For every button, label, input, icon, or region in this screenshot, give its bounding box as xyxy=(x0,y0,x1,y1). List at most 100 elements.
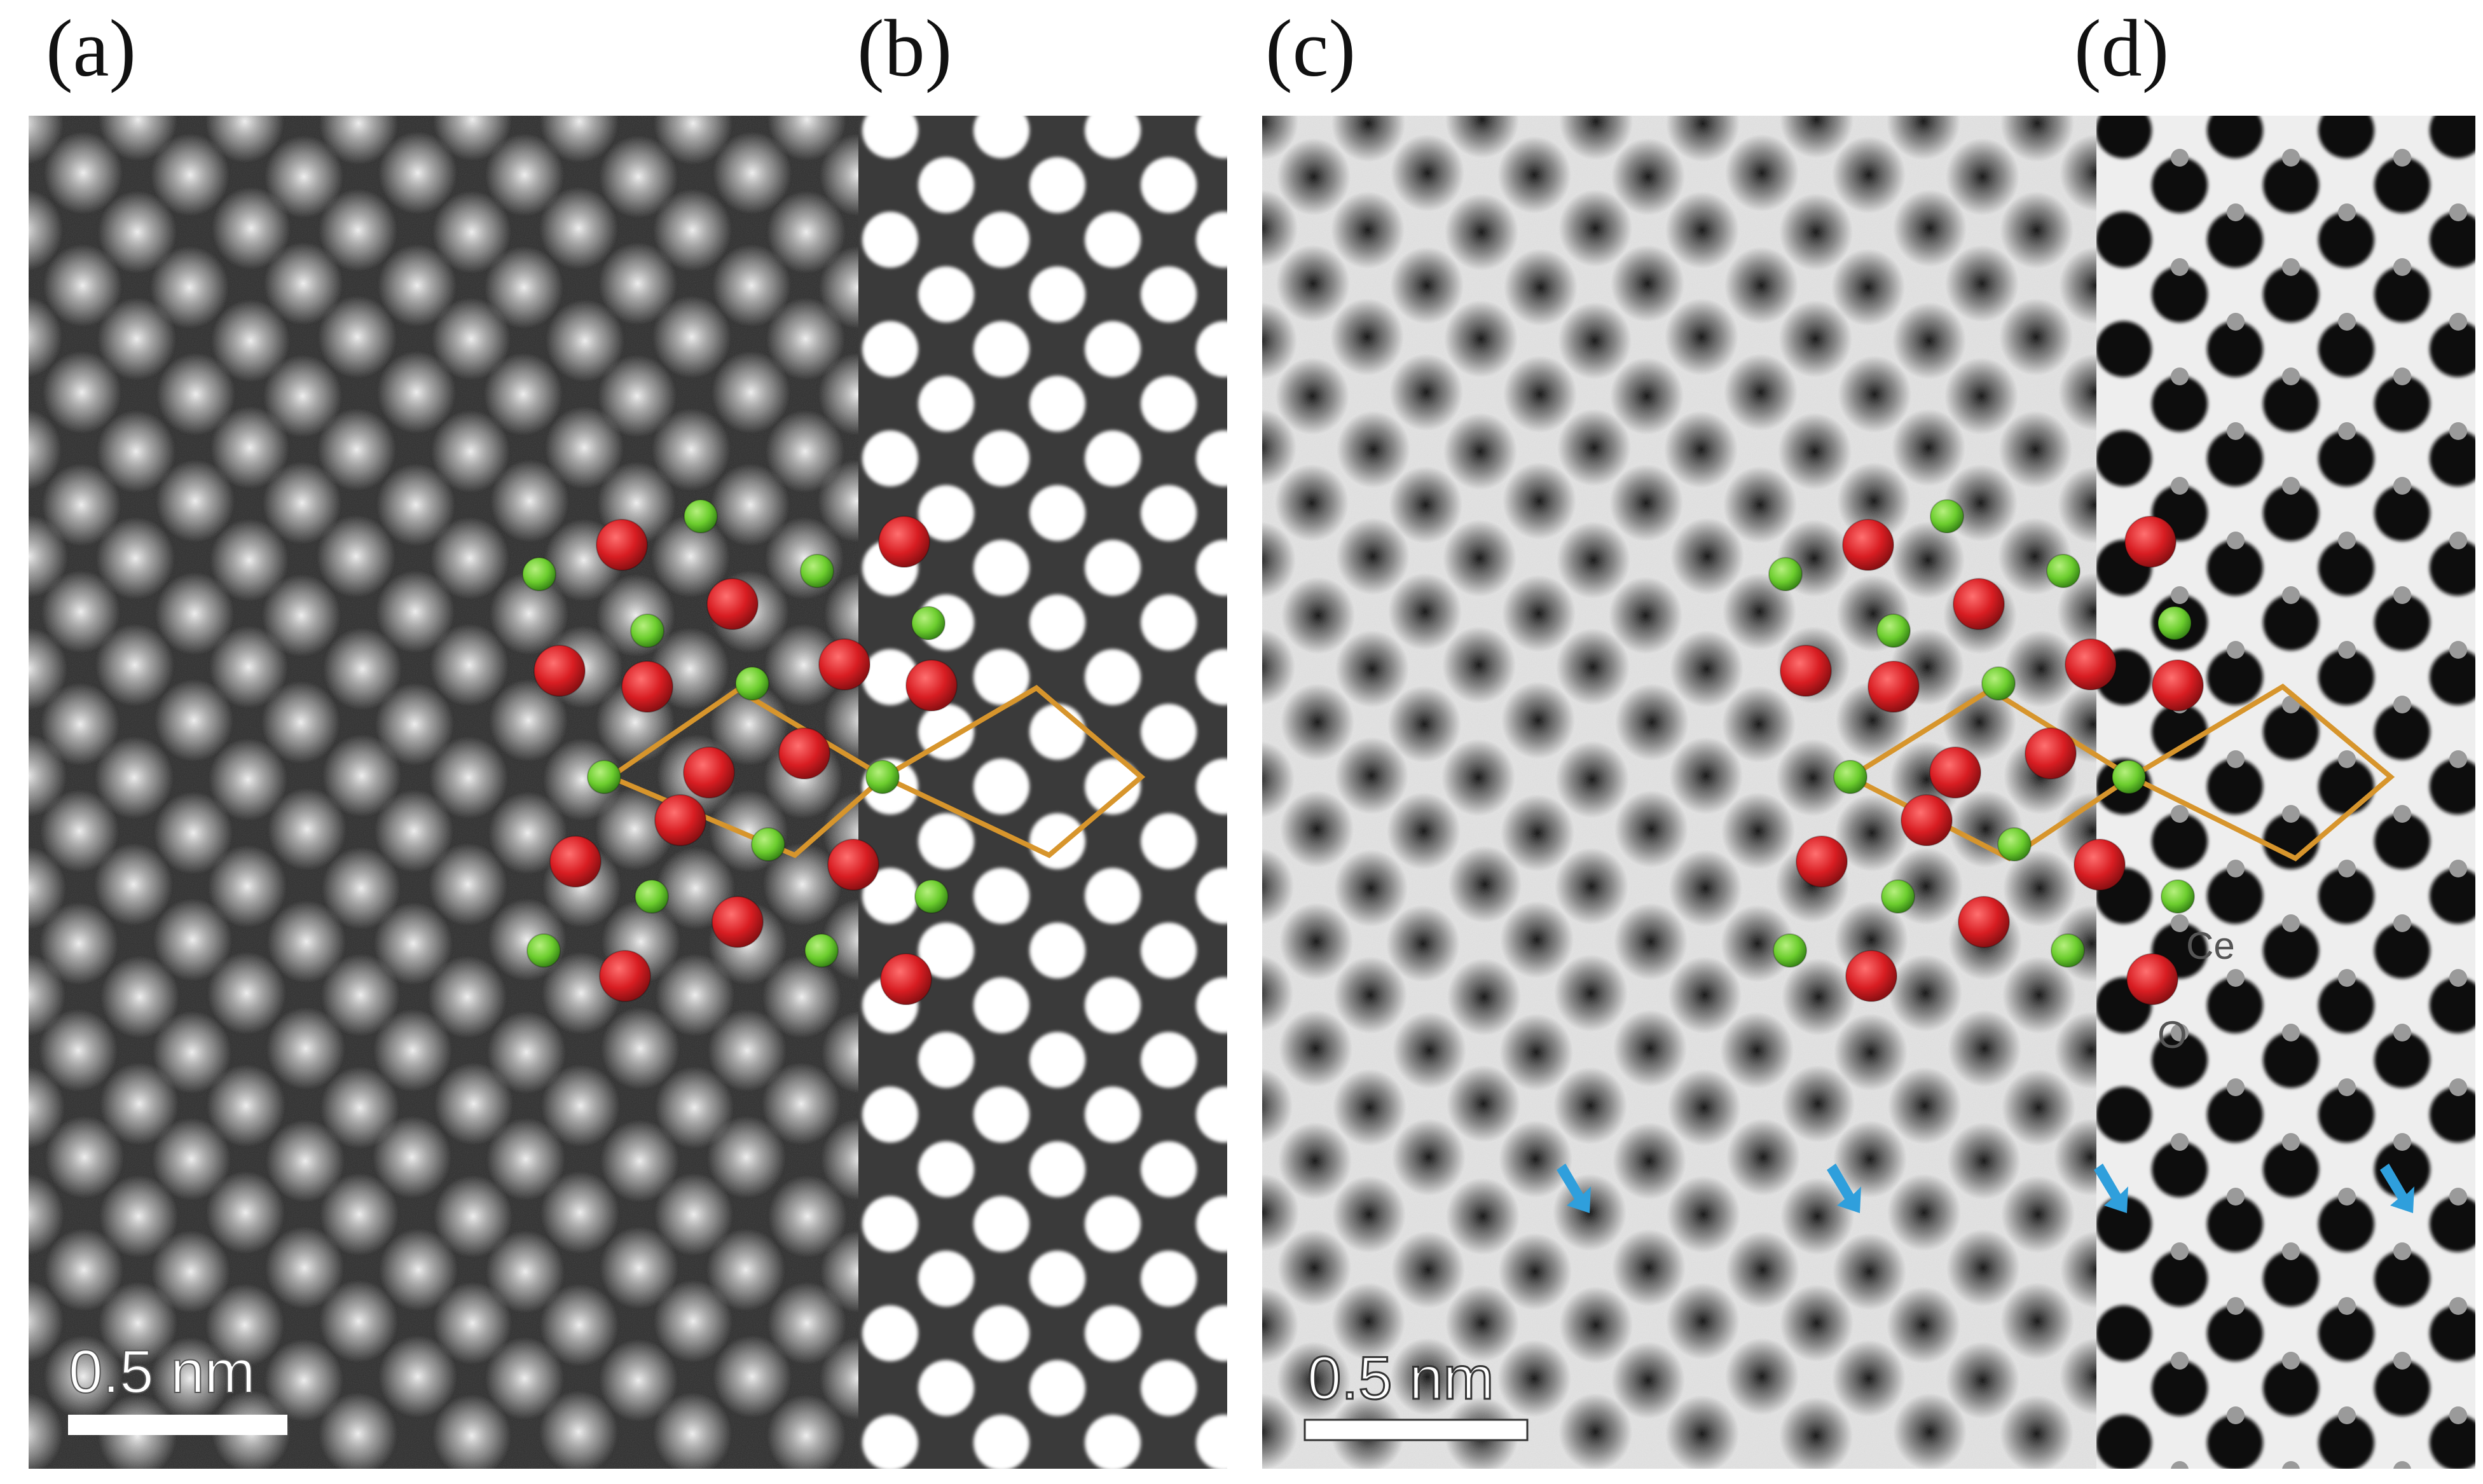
cerium-atom xyxy=(1930,499,1964,533)
simulated-atom-column xyxy=(1029,923,1085,979)
simulated-atom-column xyxy=(1085,116,1141,158)
simulated-atom-column xyxy=(2096,1196,2152,1252)
simulated-oxygen-column xyxy=(2338,1078,2356,1096)
cerium-atom xyxy=(2112,760,2146,794)
simulated-atom-column xyxy=(918,1360,974,1416)
simulated-atom-column xyxy=(2430,868,2475,924)
atom-model-overlay-left xyxy=(522,499,958,1005)
simulated-atom-column xyxy=(2374,704,2430,760)
simulated-atom-column xyxy=(973,116,1029,158)
legend-ce-label: Ce xyxy=(2186,924,2235,967)
cerium-atom xyxy=(1768,557,1803,591)
simulated-atom-column xyxy=(1141,813,1197,869)
down-right-arrow-icon xyxy=(1557,1164,1591,1213)
oxygen-atom xyxy=(2025,727,2077,780)
oxygen-atom xyxy=(2074,839,2126,891)
simulated-atom-column xyxy=(862,1087,918,1143)
simulated-oxygen-column xyxy=(2282,368,2300,385)
simulated-atom-column xyxy=(2374,594,2430,650)
simulated-atom-column xyxy=(2318,868,2374,924)
simulated-oxygen-column xyxy=(2449,313,2467,331)
simulated-oxygen-column xyxy=(2282,586,2300,604)
simulated-atom-column xyxy=(2430,116,2475,158)
cerium-atom xyxy=(526,933,561,968)
simulated-atom-column xyxy=(1029,1141,1085,1197)
simulated-oxygen-column xyxy=(2338,1406,2356,1424)
scale-bar-left xyxy=(68,1415,287,1435)
simulated-oxygen-column xyxy=(2171,1133,2189,1151)
cerium-atom xyxy=(751,827,785,862)
simulated-atom-column xyxy=(918,266,974,322)
simulated-atom-column xyxy=(918,813,974,869)
oxygen-atom xyxy=(533,645,586,697)
simulated-atom-column xyxy=(1029,376,1085,432)
simulated-atom-column xyxy=(1141,704,1197,760)
simulated-oxygen-column xyxy=(2227,641,2245,659)
simulated-atom-column xyxy=(973,540,1029,596)
simulated-atom-column xyxy=(862,649,918,705)
simulated-oxygen-column xyxy=(2171,149,2189,167)
oxygen-atom xyxy=(778,727,830,780)
down-right-arrow-icon xyxy=(2380,1164,2414,1213)
simulated-atom-column xyxy=(918,923,974,979)
simulated-atom-column xyxy=(2207,212,2263,268)
simulated-atom-column xyxy=(2152,1141,2208,1197)
simulated-oxygen-column xyxy=(2338,641,2356,659)
simulated-oxygen-column xyxy=(2282,477,2300,495)
simulated-atom-column xyxy=(2318,1087,2374,1143)
simulated-atom-column xyxy=(1085,977,1141,1033)
panel-b-atom-columns xyxy=(862,116,1227,1469)
simulated-atom-column xyxy=(2430,212,2475,268)
simulated-oxygen-column xyxy=(2393,149,2411,167)
simulated-oxygen-column xyxy=(2449,1188,2467,1206)
cerium-atom xyxy=(735,666,769,701)
simulated-atom-column xyxy=(1196,649,1227,705)
simulated-atom-column xyxy=(1196,1305,1227,1361)
simulated-atom-column xyxy=(973,212,1029,268)
oxygen-atom xyxy=(1901,794,1953,846)
simulated-atom-column xyxy=(1085,540,1141,596)
atom-model-overlay-right xyxy=(1768,499,2204,1005)
simulated-atom-column xyxy=(973,321,1029,377)
simulated-atom-column xyxy=(862,1305,918,1361)
simulated-oxygen-column xyxy=(2338,1188,2356,1206)
simulated-atom-column xyxy=(1085,1196,1141,1252)
simulated-atom-column xyxy=(918,485,974,541)
simulated-atom-column xyxy=(2374,1251,2430,1307)
simulated-atom-column xyxy=(2263,594,2319,650)
simulated-oxygen-column xyxy=(2171,1024,2189,1041)
simulated-atom-column xyxy=(2096,1087,2152,1143)
simulated-oxygen-column xyxy=(2338,422,2356,440)
cerium-atom xyxy=(684,499,718,533)
simulated-atom-column xyxy=(1141,1141,1197,1197)
simulated-atom-column xyxy=(973,759,1029,814)
simulated-atom-column xyxy=(1029,594,1085,650)
simulated-oxygen-column xyxy=(2449,203,2467,221)
simulated-oxygen-column xyxy=(2171,1461,2189,1469)
simulated-atom-column xyxy=(973,868,1029,924)
simulated-atom-column xyxy=(1085,759,1141,814)
simulated-atom-column xyxy=(973,649,1029,705)
panel-a-noise xyxy=(29,116,858,1469)
simulated-atom-column xyxy=(2263,813,2319,869)
cerium-atom xyxy=(865,760,900,794)
simulated-atom-column xyxy=(1196,868,1227,924)
simulated-atom-column xyxy=(2374,485,2430,541)
simulated-oxygen-column xyxy=(2338,969,2356,987)
simulated-oxygen-column xyxy=(2338,750,2356,768)
oxygen-atom xyxy=(549,835,602,888)
oxygen-atom xyxy=(878,516,930,568)
simulated-atom-column xyxy=(2207,321,2263,377)
oxygen-atom xyxy=(654,794,706,846)
simulated-atom-column xyxy=(2430,321,2475,377)
simulated-atom-column xyxy=(918,1141,974,1197)
oxygen-atom xyxy=(880,953,932,1005)
cerium-atom xyxy=(587,760,621,794)
simulated-atom-column xyxy=(1085,1305,1141,1361)
simulated-atom-column xyxy=(2374,266,2430,322)
simulated-atom-column xyxy=(2096,212,2152,268)
oxygen-atom xyxy=(1842,519,1894,571)
simulated-atom-column xyxy=(2318,321,2374,377)
oxygen-atom xyxy=(2124,516,2177,568)
